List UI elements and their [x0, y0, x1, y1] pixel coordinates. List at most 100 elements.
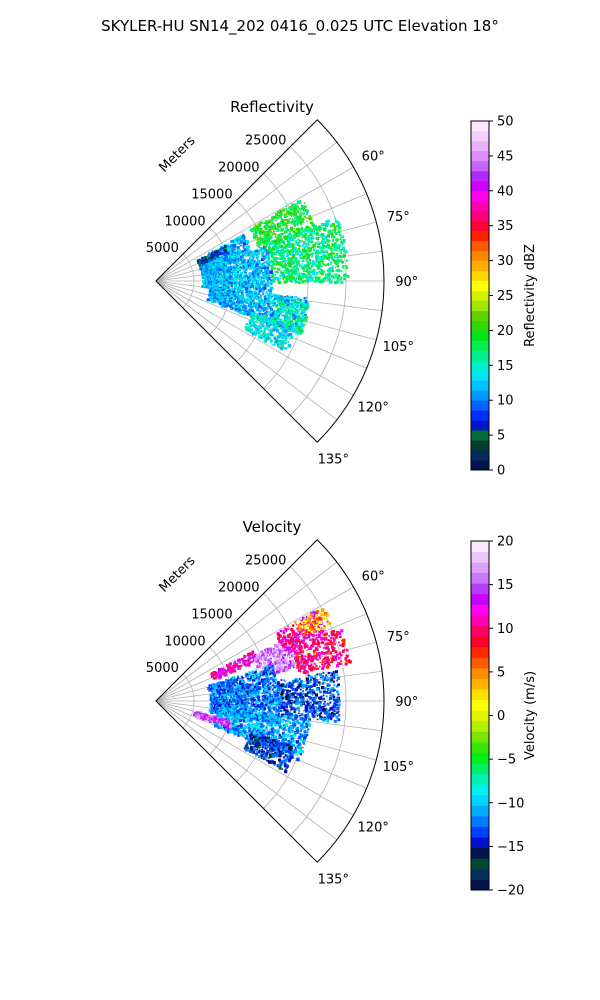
echo-gate [298, 712, 300, 714]
echo-gate [308, 226, 310, 228]
echo-gate [289, 638, 292, 641]
echo-gate [301, 647, 303, 650]
echo-gate [245, 293, 248, 296]
echo-gate [242, 688, 246, 692]
echo-gate [255, 673, 258, 676]
echo-gate [274, 697, 278, 700]
echo-gate [312, 707, 315, 710]
echo-gate [304, 308, 306, 311]
echo-gate [304, 714, 307, 717]
echo-gate [221, 304, 225, 308]
echo-gate [344, 659, 347, 662]
echo-gate [266, 284, 270, 287]
echo-gate [316, 639, 320, 643]
echo-gate [311, 221, 314, 224]
echo-gate [309, 267, 312, 270]
colorbar-tick-label: 45 [497, 149, 514, 164]
echo-gate [280, 247, 285, 251]
echo-gate [301, 314, 305, 318]
echo-gate [228, 288, 231, 291]
echo-gate [303, 297, 306, 300]
echo-gate [254, 320, 256, 323]
colorbar-tick-label: 15 [497, 359, 514, 374]
echo-gate [259, 296, 263, 300]
echo-gate [250, 696, 255, 700]
echo-gate [289, 212, 293, 216]
echo-gate [279, 629, 283, 633]
echo-gate [267, 668, 270, 671]
echo-gate [223, 693, 227, 698]
echo-gate [299, 688, 302, 691]
colorbar-bin [471, 121, 489, 132]
echo-gate [263, 315, 265, 317]
echo-gate [314, 227, 318, 231]
echo-gate [270, 248, 273, 251]
echo-gate [306, 644, 309, 647]
echo-gate [303, 202, 306, 204]
echo-gate [311, 625, 314, 628]
echo-gate [314, 275, 317, 278]
echo-gate [274, 326, 278, 330]
echo-gate [230, 664, 232, 666]
echo-gate [259, 692, 261, 694]
echo-gate [222, 259, 224, 262]
echo-gate [215, 291, 218, 294]
echo-gate [314, 696, 317, 699]
echo-gate [295, 268, 299, 272]
echo-gate [332, 270, 335, 273]
echo-gate [286, 211, 290, 215]
azimuth-gridline [155, 280, 338, 421]
echo-gate [241, 700, 243, 702]
echo-gate [277, 240, 281, 245]
echo-gate [288, 312, 291, 315]
echo-gate [218, 302, 222, 305]
echo-gate [236, 249, 238, 251]
echo-gate [280, 269, 282, 272]
echo-gate [271, 221, 274, 224]
echo-gate [328, 277, 331, 281]
echo-gate [219, 704, 223, 708]
echo-gate [322, 626, 326, 630]
echo-gate [272, 312, 276, 316]
echo-gate [237, 257, 240, 261]
echo-gate [286, 295, 289, 298]
echo-gate [298, 696, 301, 699]
echo-gate [297, 238, 300, 241]
echo-gate [308, 657, 311, 660]
echo-gate [292, 277, 294, 280]
echo-gate [274, 655, 278, 659]
echo-gate [273, 257, 276, 260]
echo-gate [293, 247, 297, 251]
echo-gate [276, 211, 280, 214]
echo-gate [266, 238, 270, 242]
echo-gate [215, 295, 218, 298]
echo-gate [277, 317, 279, 319]
echo-gate [234, 681, 237, 684]
echo-gate [262, 300, 266, 304]
echo-gate [254, 277, 257, 280]
echo-gate [323, 276, 327, 280]
echo-gate [253, 270, 256, 273]
echo-gate [294, 661, 298, 665]
echo-gate [281, 327, 284, 330]
echo-gate [331, 250, 333, 252]
echo-gate [315, 277, 319, 281]
echo-gate [298, 631, 301, 634]
echo-gate [277, 261, 279, 263]
echo-gate [327, 650, 330, 653]
echo-gate [292, 640, 295, 643]
echo-gate [296, 228, 300, 231]
colorbar-bin [471, 350, 489, 361]
echo-gate [247, 313, 250, 316]
echo-gate [261, 255, 264, 258]
echo-gate [241, 254, 244, 257]
echo-gate [232, 689, 235, 692]
echo-gate [217, 263, 220, 265]
echo-gate [265, 715, 269, 719]
echo-gate [296, 306, 299, 309]
echo-gate [239, 680, 242, 683]
echo-gate [220, 297, 223, 300]
echo-gate [273, 648, 276, 651]
echo-gate [201, 270, 204, 273]
echo-gate [266, 307, 269, 310]
